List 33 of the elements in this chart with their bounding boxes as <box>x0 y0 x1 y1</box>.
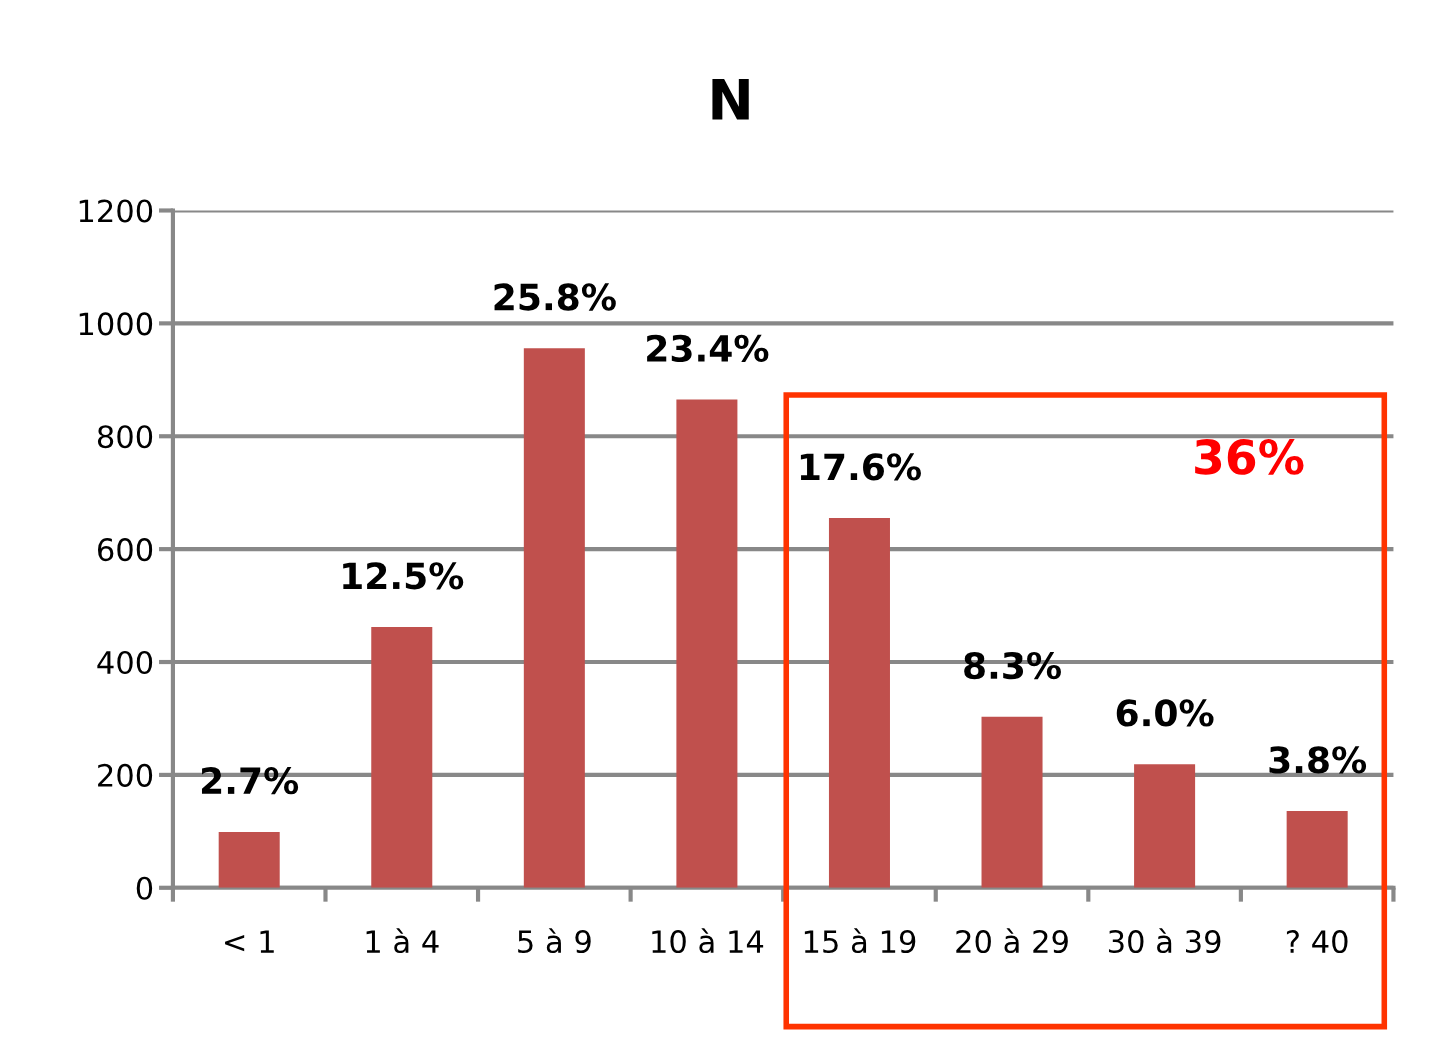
y-tick-label: 1000 <box>79 312 153 336</box>
y-tick-label: 800 <box>97 425 153 449</box>
x-tick-label: 1 à 4 <box>366 928 439 954</box>
y-tick-label: 400 <box>97 650 153 675</box>
y-tick-label: 1200 <box>79 199 153 223</box>
x-tick-label: 10 à 14 <box>652 928 764 954</box>
bar <box>218 831 280 888</box>
annotation: 2.7% <box>201 767 299 795</box>
bar <box>676 399 738 888</box>
annotation: 17.6% <box>800 453 921 481</box>
bar <box>828 518 890 888</box>
annotation: 23.4% <box>647 334 769 363</box>
annotation: 25.8% <box>494 283 616 311</box>
x-tick-label: 15 à 19 <box>804 928 916 954</box>
bar <box>1286 811 1348 888</box>
y-tick-label: 200 <box>98 763 153 787</box>
bar <box>523 348 585 888</box>
annotation: 6.0% <box>1116 699 1214 727</box>
annotation: 36% <box>1195 439 1304 475</box>
x-tick-label: 20 à 29 <box>956 928 1068 954</box>
bar <box>371 627 433 888</box>
y-tick-label: 600 <box>97 538 153 562</box>
annotation: 3.8% <box>1269 746 1367 774</box>
annotation: 12.5% <box>343 562 464 590</box>
chart-title: N <box>712 79 749 120</box>
y-tick-label: 0 <box>136 876 153 900</box>
bar <box>1134 764 1196 888</box>
x-tick-label: < 1 <box>225 930 274 953</box>
x-tick-label: 30 à 39 <box>1108 928 1221 954</box>
bar <box>981 716 1043 888</box>
x-tick-label: 5 à 9 <box>518 928 591 954</box>
annotation: 8.3% <box>964 651 1061 680</box>
x-tick-label: ? 40 <box>1286 929 1348 954</box>
